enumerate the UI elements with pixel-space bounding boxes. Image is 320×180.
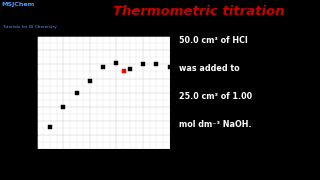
Text: was added to: was added to [179,64,240,73]
Text: 25.0 cm³ of 1.00: 25.0 cm³ of 1.00 [179,92,252,101]
X-axis label: Volume of hydrochloric acid added / cm²: Volume of hydrochloric acid added / cm² [44,161,163,167]
Text: Thermometric titration: Thermometric titration [113,5,284,18]
Text: 50.0 cm³ of HCl: 50.0 cm³ of HCl [179,36,248,45]
Text: mol dm⁻³ NaOH.: mol dm⁻³ NaOH. [179,120,252,129]
Text: MSJChem: MSJChem [2,2,35,7]
Text: Tutorials for IB Chemistry: Tutorials for IB Chemistry [2,25,56,29]
Y-axis label: Temperature / °C: Temperature / °C [19,68,24,118]
